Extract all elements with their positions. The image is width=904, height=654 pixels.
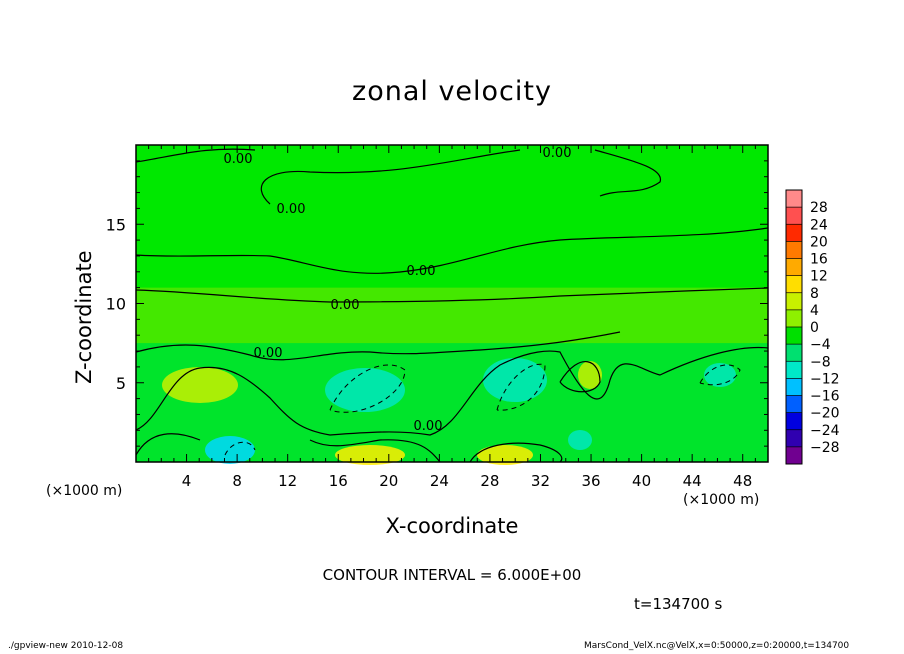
colorbar-label: 20 xyxy=(810,234,828,250)
field-blob xyxy=(483,358,547,402)
contour-line xyxy=(559,361,601,393)
contour-label: 0.00 xyxy=(407,264,436,279)
field-blob xyxy=(162,367,238,403)
x-tick-label: 24 xyxy=(430,472,449,490)
contour-line xyxy=(135,287,769,303)
colorbar-segment xyxy=(786,378,802,396)
colorbar-label: −20 xyxy=(810,406,840,422)
colorbar-label: 24 xyxy=(810,217,828,233)
x-tick-label: 16 xyxy=(329,472,348,490)
colorbar-label: 12 xyxy=(810,269,828,285)
contour-label: 0.00 xyxy=(331,298,360,313)
x-tick-label: 40 xyxy=(632,472,651,490)
x-tick-label: 48 xyxy=(733,472,752,490)
contour-label: 0.00 xyxy=(414,419,443,434)
colorbar-segment xyxy=(786,327,802,345)
colorbar-segment xyxy=(786,292,802,310)
contour-line xyxy=(135,227,769,274)
colorbar-segment xyxy=(786,241,802,259)
colorbar-segment xyxy=(786,446,802,464)
contour-line-negative xyxy=(329,364,406,413)
contour-label: 0.00 xyxy=(277,202,306,217)
colorbar-segment xyxy=(786,224,802,242)
colorbar-label: 0 xyxy=(810,320,819,336)
colorbar-segment xyxy=(786,361,802,379)
contour-label: 0.00 xyxy=(224,152,253,167)
field-blob xyxy=(477,445,533,465)
colorbar-label: −16 xyxy=(810,389,840,405)
colorbar-label: 28 xyxy=(810,200,828,216)
colorbar-label: 4 xyxy=(810,303,819,319)
footer-left: ./gpview-new 2010-12-08 xyxy=(8,641,124,651)
colorbar-label: −12 xyxy=(810,371,840,387)
x-tick-label: 20 xyxy=(379,472,398,490)
contour-line xyxy=(594,149,661,197)
x-tick-label: 12 xyxy=(278,472,297,490)
contour-interval: CONTOUR INTERVAL = 6.000E+00 xyxy=(322,566,582,584)
contour-label: 0.00 xyxy=(543,146,572,161)
x-tick-label: 8 xyxy=(232,472,242,490)
contour-label: 0.00 xyxy=(254,346,283,361)
contour-line xyxy=(135,148,256,163)
field-blob xyxy=(568,430,592,450)
field-blob xyxy=(205,436,255,464)
contour-line xyxy=(260,149,521,205)
contour-line xyxy=(135,346,769,436)
colorbar-label: −24 xyxy=(810,423,840,439)
y-axis-label: Z-coordinate xyxy=(72,250,96,384)
x-tick-label: 4 xyxy=(182,472,192,490)
x-axis-label: X-coordinate xyxy=(385,514,519,538)
x-tick-label: 32 xyxy=(531,472,550,490)
x-tick-label: 44 xyxy=(683,472,702,490)
y-tick-label: 10 xyxy=(106,295,126,314)
contour-line-negative xyxy=(224,441,256,456)
x-tick-label: 36 xyxy=(581,472,600,490)
colorbar-segment xyxy=(786,207,802,225)
colorbar-segment xyxy=(786,412,802,430)
contour-line-negative xyxy=(699,364,741,386)
y-tick-label: 15 xyxy=(106,215,126,234)
y-unit-label: (×1000 m) xyxy=(46,483,123,499)
chart-title: zonal velocity xyxy=(352,76,552,107)
footer-right: MarsCond_VelX.nc@VelX,x=0:50000,z=0:2000… xyxy=(584,641,850,651)
x-tick-label: 28 xyxy=(480,472,499,490)
colorbar-segment xyxy=(786,275,802,293)
y-tick-label: 5 xyxy=(116,374,126,393)
colorbar-segment xyxy=(786,344,802,362)
colorbar-segment xyxy=(786,309,802,327)
field-blob xyxy=(335,445,405,465)
colorbar-segment xyxy=(786,429,802,447)
colorbar-label: 8 xyxy=(810,286,819,302)
colorbar-segment xyxy=(786,258,802,276)
colorbar-segment xyxy=(786,190,802,208)
field-blob xyxy=(704,363,736,387)
x-unit-label: (×1000 m) xyxy=(683,492,760,508)
colorbar-segment xyxy=(786,395,802,413)
time-label: t=134700 s xyxy=(634,595,723,613)
contour-line xyxy=(135,433,201,456)
contour-line xyxy=(469,442,563,463)
contour-line-negative xyxy=(496,363,546,411)
contour-line xyxy=(309,439,441,463)
colorbar-label: −8 xyxy=(810,354,831,370)
field-blob xyxy=(325,368,405,412)
colorbar-label: 16 xyxy=(810,252,828,268)
colorbar-label: −28 xyxy=(810,440,840,456)
contour-line xyxy=(135,331,621,361)
colorbar-label: −4 xyxy=(810,337,831,353)
